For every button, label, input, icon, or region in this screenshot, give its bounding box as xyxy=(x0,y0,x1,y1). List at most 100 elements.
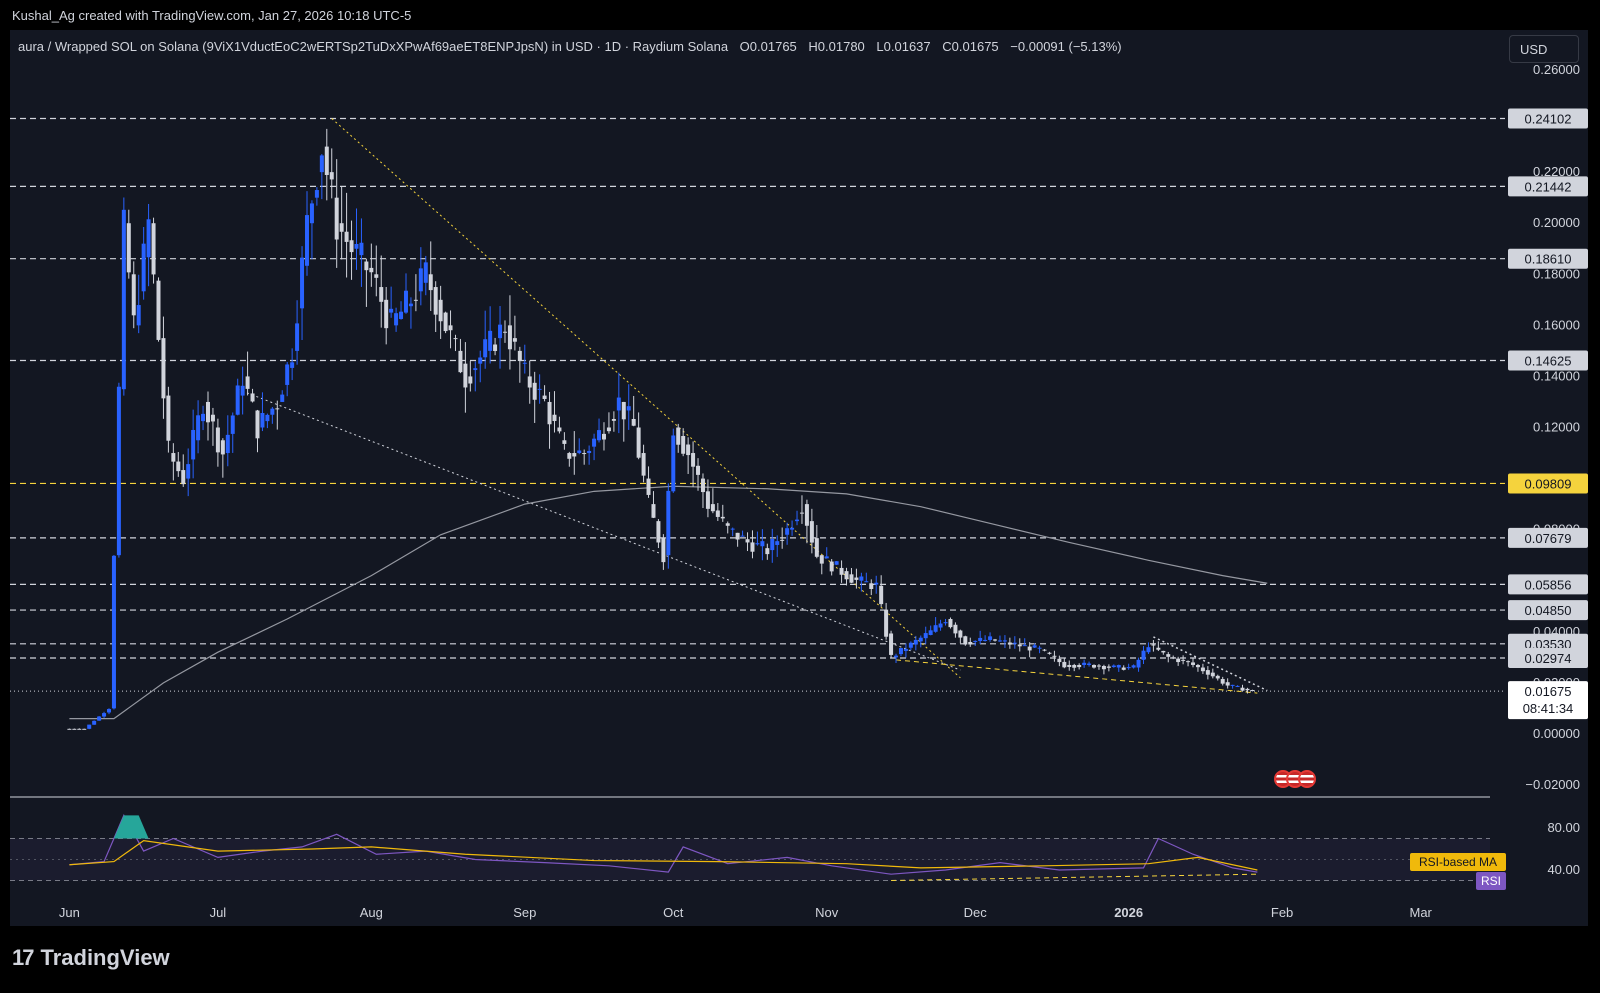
candle-body[interactable] xyxy=(532,382,537,400)
candle-body[interactable] xyxy=(988,636,993,640)
candle-body[interactable] xyxy=(889,633,894,655)
us-flag-icon[interactable] xyxy=(1298,770,1316,788)
candle-body[interactable] xyxy=(403,290,408,313)
candle-body[interactable] xyxy=(661,538,666,563)
candle-body[interactable] xyxy=(735,532,740,540)
candle-body[interactable] xyxy=(577,450,582,454)
candle-body[interactable] xyxy=(1042,649,1047,651)
candle-body[interactable] xyxy=(1057,658,1062,663)
candle-body[interactable] xyxy=(993,639,998,641)
candle-body[interactable] xyxy=(176,461,181,472)
candle-body[interactable] xyxy=(507,325,512,350)
candle-body[interactable] xyxy=(324,146,329,175)
candle-body[interactable] xyxy=(290,362,295,368)
candle-body[interactable] xyxy=(201,413,206,422)
candle-body[interactable] xyxy=(1176,658,1181,663)
candle-body[interactable] xyxy=(879,585,884,605)
candle-body[interactable] xyxy=(1111,665,1116,668)
candle-body[interactable] xyxy=(97,716,102,721)
rsi-ma-line[interactable] xyxy=(69,839,1258,871)
candle-body[interactable] xyxy=(671,435,676,492)
candle-body[interactable] xyxy=(161,338,166,399)
candle-body[interactable] xyxy=(1087,663,1092,665)
candle-body[interactable] xyxy=(82,728,87,730)
candle-body[interactable] xyxy=(1022,645,1027,647)
candle-body[interactable] xyxy=(918,637,923,642)
candle-body[interactable] xyxy=(1141,650,1146,660)
candle-body[interactable] xyxy=(280,394,285,402)
wedge-support-line[interactable] xyxy=(895,659,1258,694)
candle-body[interactable] xyxy=(72,728,77,730)
candle-body[interactable] xyxy=(621,401,626,420)
candle-body[interactable] xyxy=(314,190,319,198)
candle-body[interactable] xyxy=(775,541,780,545)
candle-body[interactable] xyxy=(438,299,443,322)
economic-events[interactable] xyxy=(1274,770,1316,788)
candle-body[interactable] xyxy=(146,219,151,258)
candle-body[interactable] xyxy=(1156,647,1161,650)
candle-body[interactable] xyxy=(567,453,572,459)
candle-body[interactable] xyxy=(646,478,651,495)
candle-body[interactable] xyxy=(448,325,453,331)
candle-body[interactable] xyxy=(1092,664,1097,668)
candle-body[interactable] xyxy=(131,274,136,316)
candle-body[interactable] xyxy=(1106,666,1111,668)
candle-body[interactable] xyxy=(948,619,953,628)
candle-body[interactable] xyxy=(304,215,309,266)
candle-body[interactable] xyxy=(864,581,869,583)
candle-body[interactable] xyxy=(354,243,359,249)
candle-body[interactable] xyxy=(755,543,760,545)
candle-body[interactable] xyxy=(339,223,344,232)
candle-body[interactable] xyxy=(656,521,661,543)
candle-body[interactable] xyxy=(512,338,517,342)
candle-body[interactable] xyxy=(428,274,433,291)
candle-body[interactable] xyxy=(715,510,720,517)
candle-body[interactable] xyxy=(220,440,225,455)
candle-body[interactable] xyxy=(1037,647,1042,649)
candle-body[interactable] xyxy=(319,155,324,173)
candle-body[interactable] xyxy=(1027,646,1032,651)
candle-body[interactable] xyxy=(384,299,389,329)
candle-body[interactable] xyxy=(1007,642,1012,645)
candle-body[interactable] xyxy=(809,521,814,543)
candle-body[interactable] xyxy=(349,240,354,253)
candle-body[interactable] xyxy=(1146,647,1151,653)
candle-body[interactable] xyxy=(606,427,611,432)
candle-body[interactable] xyxy=(859,576,864,581)
candle-body[interactable] xyxy=(468,376,473,384)
candle-body[interactable] xyxy=(498,324,503,339)
candle-body[interactable] xyxy=(814,538,819,557)
candle-body[interactable] xyxy=(210,414,215,422)
candle-body[interactable] xyxy=(77,728,82,730)
candle-body[interactable] xyxy=(1032,645,1037,648)
candle-body[interactable] xyxy=(215,427,220,453)
candle-body[interactable] xyxy=(295,323,300,351)
candle-body[interactable] xyxy=(1225,682,1230,686)
candle-body[interactable] xyxy=(710,504,715,512)
candle-body[interactable] xyxy=(616,397,621,411)
candle-body[interactable] xyxy=(631,418,636,426)
candle-body[interactable] xyxy=(740,535,745,537)
candle-body[interactable] xyxy=(869,583,874,590)
candle-body[interactable] xyxy=(270,408,275,415)
support-trendline[interactable] xyxy=(237,388,961,671)
candle-body[interactable] xyxy=(696,465,701,475)
candle-body[interactable] xyxy=(1151,644,1156,646)
candle-body[interactable] xyxy=(725,523,730,526)
candle-body[interactable] xyxy=(1191,662,1196,665)
candle-body[interactable] xyxy=(399,311,404,319)
candle-body[interactable] xyxy=(903,648,908,651)
candle-body[interactable] xyxy=(676,427,681,445)
candle-body[interactable] xyxy=(423,262,428,283)
candle-body[interactable] xyxy=(898,648,903,655)
candle-body[interactable] xyxy=(121,209,126,390)
candle-body[interactable] xyxy=(547,401,552,425)
symbol-title[interactable]: aura / Wrapped SOL on Solana (9ViX1Vduct… xyxy=(18,39,729,54)
candle-body[interactable] xyxy=(636,427,641,458)
candle-body[interactable] xyxy=(1250,690,1255,692)
candle-body[interactable] xyxy=(765,548,770,555)
candle-body[interactable] xyxy=(205,401,210,423)
candle-body[interactable] xyxy=(181,470,186,485)
candle-body[interactable] xyxy=(552,414,557,422)
candle-body[interactable] xyxy=(1186,661,1191,663)
